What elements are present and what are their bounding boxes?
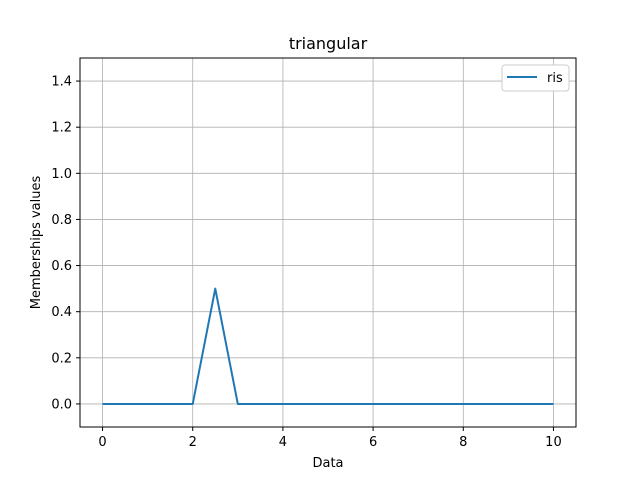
series-layer <box>102 287 554 405</box>
y-tick-label: 1.4 <box>51 75 72 90</box>
y-tick-label: 1.2 <box>51 121 72 136</box>
x-tick-label: 2 <box>189 435 197 450</box>
y-axis-label: Memberships values <box>29 176 44 310</box>
x-tick-label: 6 <box>369 435 377 450</box>
series-line-ris <box>102 287 554 405</box>
x-axis-label: Data <box>312 456 343 471</box>
y-tick-label: 0.2 <box>51 351 72 366</box>
legend-label-ris: ris <box>547 71 563 86</box>
x-axis-ticks: 0 2 4 6 8 10 <box>98 427 562 450</box>
plot-frame <box>79 57 577 428</box>
x-tick-label: 10 <box>545 435 562 450</box>
y-tick-label: 0.6 <box>51 259 72 274</box>
chart-title: triangular <box>289 34 368 53</box>
legend: ris <box>501 64 570 92</box>
x-tick-label: 4 <box>279 435 287 450</box>
y-tick-label: 0.0 <box>51 397 72 412</box>
y-tick-label: 1.0 <box>51 167 72 182</box>
x-tick-label: 0 <box>98 435 106 450</box>
x-tick-label: 8 <box>459 435 467 450</box>
grid <box>80 58 576 427</box>
y-axis-ticks: 0.0 0.2 0.4 0.6 0.8 1.0 1.2 1.4 <box>51 75 80 412</box>
y-tick-label: 0.4 <box>51 305 72 320</box>
y-tick-label: 0.8 <box>51 213 72 228</box>
